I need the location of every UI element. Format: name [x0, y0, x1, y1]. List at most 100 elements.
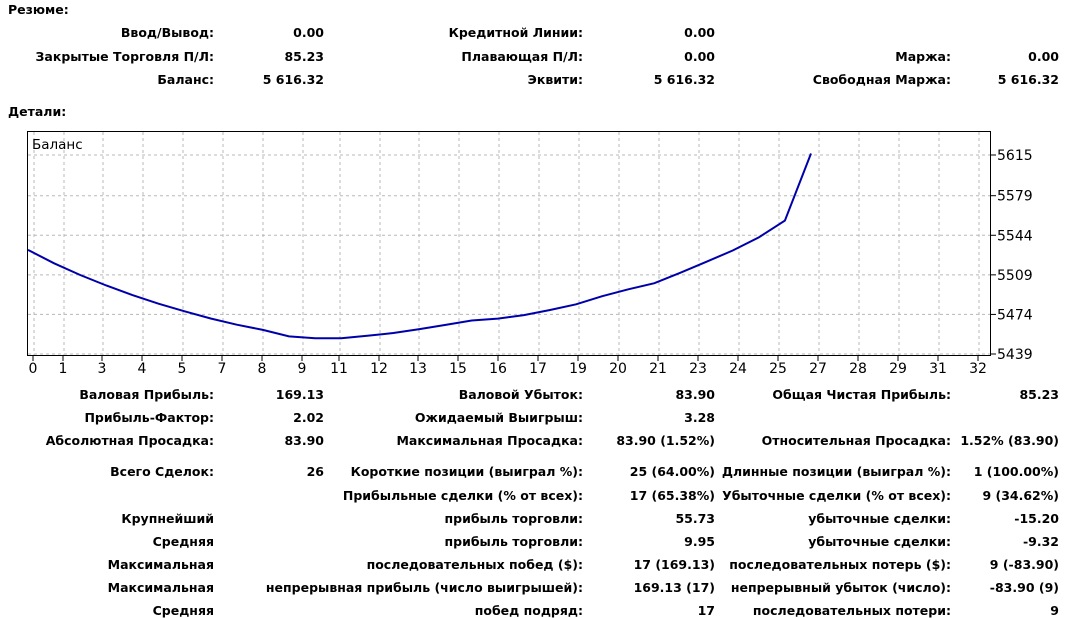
stats-item-value: 9 — [1050, 603, 1059, 618]
x-tick-label: 31 — [929, 361, 947, 377]
y-tick-label: 5509 — [997, 268, 1033, 284]
stats-item-label: последовательных побед ($): — [366, 557, 583, 572]
x-tick-label: 24 — [729, 361, 747, 377]
x-tick-label: 12 — [370, 361, 388, 377]
summary-item-label: Эквити: — [527, 72, 583, 87]
stats-item-value: 83.90 (1.52%) — [616, 433, 715, 448]
stats-item-value: 169.13 (17) — [633, 580, 715, 595]
summary-item-value: 0.00 — [293, 25, 324, 40]
summary-item-label: Маржа: — [895, 49, 951, 64]
summary-item-label: Плавающая П/Л: — [461, 49, 583, 64]
stats-item-value: 2.02 — [293, 410, 324, 425]
x-tick-label: 16 — [489, 361, 507, 377]
stats-item-value: 3.28 — [684, 410, 715, 425]
stats-item-label: Абсолютная Просадка: — [45, 433, 214, 448]
stats-item-label: последовательных потери: — [752, 603, 951, 618]
stats-item-value: 25 (64.00%) — [629, 464, 715, 479]
stats-item-value: 9.95 — [684, 534, 715, 549]
stats-item-label: прибыль торговли: — [444, 534, 583, 549]
x-tick-label: 0 — [29, 361, 38, 377]
stats-item-value: 169.13 — [275, 387, 324, 402]
stats-item-label: Средняя — [152, 534, 214, 549]
stats-item-label: непрерывная прибыль (число выигрышей): — [265, 580, 583, 595]
summary-item-label: Свободная Маржа: — [812, 72, 951, 87]
stats-item-value: 1.52% (83.90) — [960, 433, 1059, 448]
stats-item-label: Валовой Убыток: — [458, 387, 583, 402]
x-tick-label: 13 — [409, 361, 427, 377]
stats-item-value: 83.90 — [284, 433, 324, 448]
stats-item-label: Прибыль-Фактор: — [84, 410, 214, 425]
x-tick-label: 9 — [298, 361, 307, 377]
stats-item-label: Короткие позиции (выиграл %): — [350, 464, 583, 479]
x-tick-label: 20 — [609, 361, 627, 377]
x-tick-label: 29 — [889, 361, 907, 377]
x-tick-label: 3 — [98, 361, 107, 377]
stats-item-label: непрерывный убыток (число): — [730, 580, 951, 595]
x-tick-label: 17 — [529, 361, 547, 377]
y-tick-label: 5544 — [997, 228, 1033, 244]
x-tick-label: 8 — [258, 361, 267, 377]
y-tick-label: 5439 — [997, 347, 1033, 363]
summary-item-label: Кредитной Линии: — [448, 25, 583, 40]
stats-item-label: Средняя — [152, 603, 214, 618]
y-tick-label: 5579 — [997, 189, 1033, 205]
stats-item-label: прибыль торговли: — [444, 511, 583, 526]
x-tick-label: 11 — [330, 361, 348, 377]
summary-item-label: Баланс: — [157, 72, 214, 87]
stats-item-value: 55.73 — [675, 511, 715, 526]
stats-item-value: 1 (100.00%) — [973, 464, 1059, 479]
x-tick-label: 4 — [138, 361, 147, 377]
stats-item-label: Ожидаемый Выигрыш: — [414, 410, 583, 425]
stats-item-label: Общая Чистая Прибыль: — [772, 387, 951, 402]
stats-item-label: последовательных потерь ($): — [729, 557, 951, 572]
summary-item-value: 5 616.32 — [653, 72, 715, 87]
y-tick-label: 5474 — [997, 307, 1033, 323]
stats-item-value: 9 (-83.90) — [989, 557, 1059, 572]
x-tick-label: 5 — [178, 361, 187, 377]
x-tick-label: 32 — [969, 361, 987, 377]
balance-chart: Баланс — [27, 131, 991, 356]
stats-item-label: Крупнейший — [121, 511, 214, 526]
stats-item-label: Длинные позиции (выиграл %): — [721, 464, 951, 479]
stats-item-value: 17 (65.38%) — [629, 488, 715, 503]
x-tick-label: 21 — [649, 361, 667, 377]
stats-item-label: Валовая Прибыль: — [79, 387, 214, 402]
stats-item-label: убыточные сделки: — [808, 511, 951, 526]
stats-item-label: убыточные сделки: — [808, 534, 951, 549]
stats-item-value: 17 (169.13) — [633, 557, 715, 572]
summary-item-value: 85.23 — [284, 49, 324, 64]
stats-item-label: Относительная Просадка: — [761, 433, 951, 448]
summary-item-value: 0.00 — [684, 49, 715, 64]
stats-item-value: 85.23 — [1019, 387, 1059, 402]
stats-item-label: Убыточные сделки (% от всех): — [722, 488, 951, 503]
stats-item-value: 9 (34.62%) — [982, 488, 1059, 503]
balance-series-line — [28, 153, 812, 340]
stats-item-label: Максимальная — [107, 557, 214, 572]
stats-item-value: 83.90 — [675, 387, 715, 402]
y-tick-label: 5615 — [997, 148, 1033, 164]
x-tick-label: 1 — [59, 361, 68, 377]
stats-item-label: Всего Сделок: — [110, 464, 214, 479]
x-tick-label: 25 — [769, 361, 787, 377]
stats-item-label: Максимальная Просадка: — [396, 433, 583, 448]
x-tick-label: 27 — [809, 361, 827, 377]
summary-item-value: 5 616.32 — [262, 72, 324, 87]
chart-title: Баланс — [32, 137, 83, 153]
summary-item-value: 0.00 — [1028, 49, 1059, 64]
x-tick-label: 7 — [218, 361, 227, 377]
summary-item-value: 0.00 — [684, 25, 715, 40]
stats-item-value: -9.32 — [1022, 534, 1059, 549]
x-tick-label: 15 — [449, 361, 467, 377]
stats-item-value: -15.20 — [1014, 511, 1059, 526]
stats-item-value: 26 — [306, 464, 324, 479]
x-tick-label: 28 — [849, 361, 867, 377]
stats-item-label: Максимальная — [107, 580, 214, 595]
stats-item-value: 17 — [697, 603, 715, 618]
summary-item-label: Закрытые Торговля П/Л: — [35, 49, 214, 64]
stats-item-label: Прибыльные сделки (% от всех): — [342, 488, 583, 503]
details-title: Детали: — [8, 104, 67, 119]
summary-title: Резюме: — [8, 2, 69, 17]
balance-chart-plot: Баланс — [28, 132, 990, 355]
summary-item-label: Ввод/Вывод: — [120, 25, 214, 40]
stats-item-label: побед подряд: — [474, 603, 583, 618]
